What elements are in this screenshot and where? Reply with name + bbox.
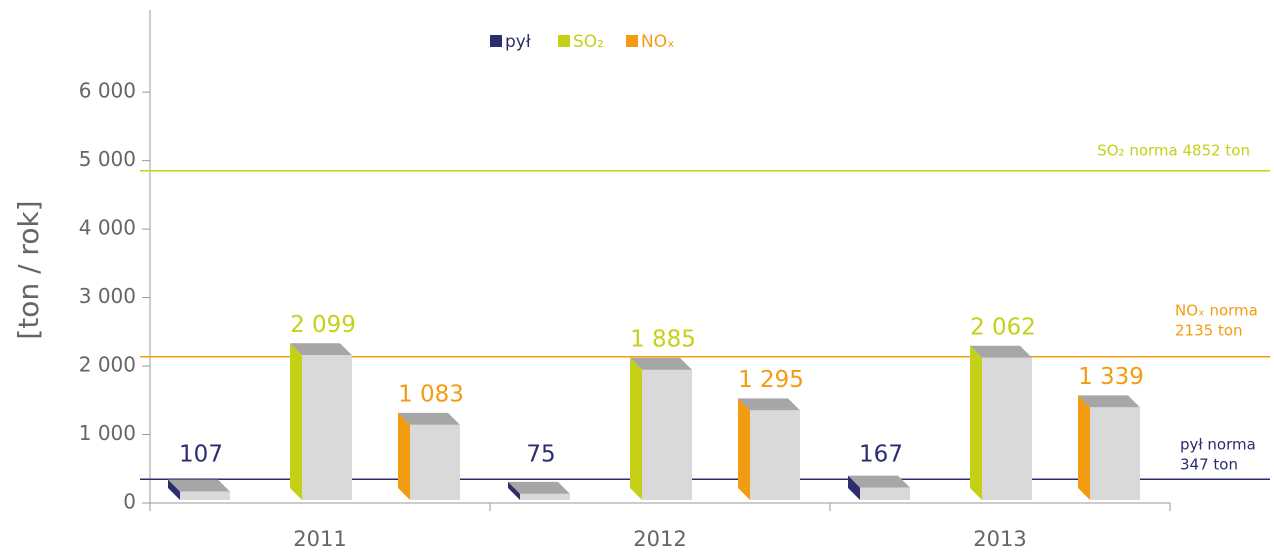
y-tick-label: 0 <box>123 490 136 514</box>
x-tick-label: 2013 <box>973 527 1026 551</box>
reference-label: SO₂ norma 4852 ton <box>1097 141 1250 159</box>
legend-marker <box>490 35 502 47</box>
bar-side <box>738 398 750 500</box>
bar-side <box>398 412 410 500</box>
legend-marker <box>558 35 570 47</box>
bar-side <box>630 357 642 500</box>
y-tick-label: 2 000 <box>79 353 136 377</box>
bar <box>642 369 692 500</box>
data-label: 107 <box>179 442 223 468</box>
x-tick-label: 2011 <box>293 527 346 551</box>
data-label: 2 099 <box>290 312 356 338</box>
bar-side <box>1078 395 1090 500</box>
bar <box>860 487 910 500</box>
bar-top <box>630 357 692 370</box>
bar <box>1090 407 1140 500</box>
reference-label: pył norma <box>1180 436 1256 454</box>
y-tick-label: 1 000 <box>79 421 136 445</box>
bar-top <box>1078 395 1140 408</box>
bar-top <box>970 345 1032 358</box>
data-label: 75 <box>526 442 555 468</box>
data-label: 167 <box>859 442 903 468</box>
bar-side <box>970 345 982 500</box>
data-label: 1 083 <box>398 381 464 407</box>
data-label: 1 885 <box>630 326 696 352</box>
data-label: 1 295 <box>738 367 804 393</box>
y-tick-label: 5 000 <box>79 147 136 171</box>
bar-top <box>398 412 460 425</box>
legend-marker <box>626 35 638 47</box>
data-label: 2 062 <box>970 314 1036 340</box>
bar <box>302 355 352 500</box>
bar <box>520 493 570 500</box>
y-tick-label: 3 000 <box>79 284 136 308</box>
x-tick-label: 2012 <box>633 527 686 551</box>
bar-top <box>290 343 352 356</box>
bar-side <box>168 479 180 500</box>
y-axis-label: [ton / rok] <box>12 200 45 339</box>
bar <box>410 424 460 500</box>
reference-label: NOₓ norma <box>1175 301 1258 319</box>
bar-top <box>168 479 230 492</box>
bar-top <box>508 481 570 494</box>
bar-side <box>290 343 302 500</box>
reference-label: 347 ton <box>1180 456 1238 474</box>
bar <box>180 491 230 500</box>
legend-label: NOₓ <box>641 32 675 52</box>
bar <box>750 410 800 500</box>
reference-label: 2135 ton <box>1175 321 1243 339</box>
bar-side <box>508 481 520 500</box>
legend-label: SO₂ <box>573 32 604 52</box>
data-label: 1 339 <box>1078 364 1144 390</box>
legend-label: pył <box>505 32 531 52</box>
bar-side <box>848 475 860 500</box>
y-tick-label: 4 000 <box>79 216 136 240</box>
bar-top <box>848 475 910 488</box>
bar-top <box>738 398 800 411</box>
y-tick-label: 6 000 <box>79 79 136 103</box>
bar <box>982 357 1032 500</box>
